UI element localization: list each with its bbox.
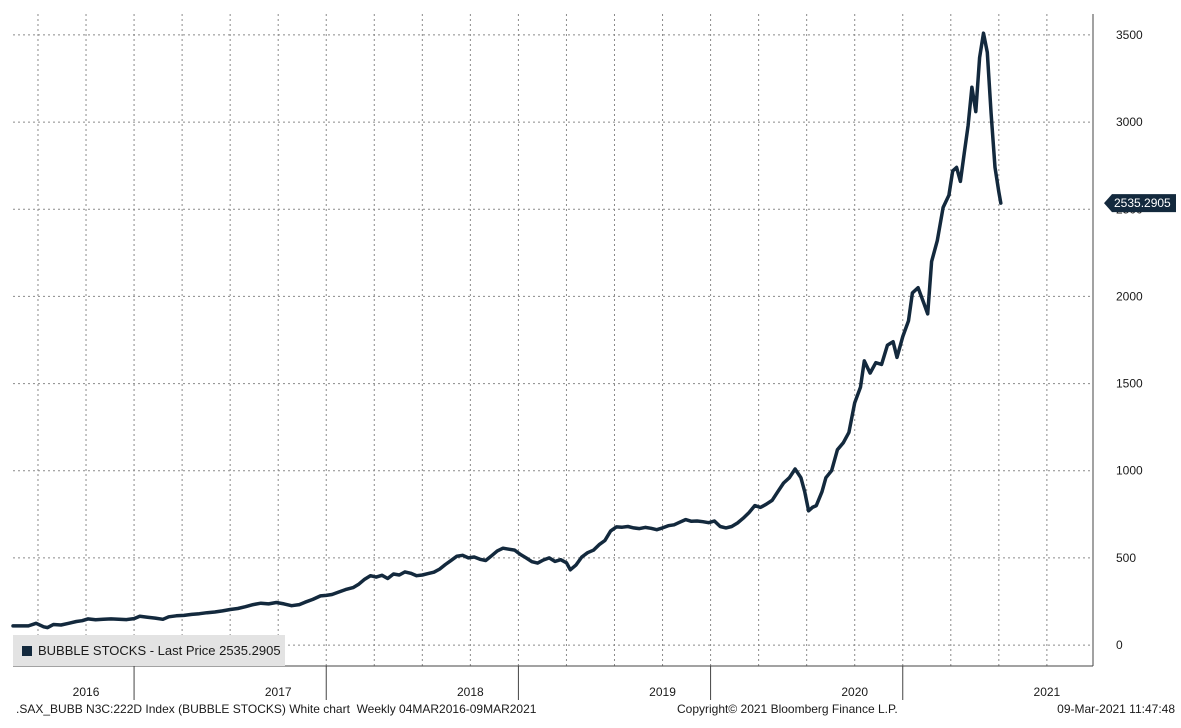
legend-swatch bbox=[22, 645, 32, 656]
footer-ticker-info: .SAX_BUBB N3C:222D Index (BUBBLE STOCKS)… bbox=[16, 702, 537, 716]
y-tick-label: 3500 bbox=[1116, 28, 1143, 42]
chart-grid bbox=[13, 14, 1093, 666]
x-tick-label: 2020 bbox=[841, 685, 868, 699]
y-tick-label: 0 bbox=[1116, 638, 1123, 652]
last-price-tag: 2535.2905 bbox=[1104, 194, 1176, 213]
footer-copyright: Copyright© 2021 Bloomberg Finance L.P. bbox=[677, 702, 898, 716]
x-axis: 2016 2017 2018 2019 2020 2021 bbox=[13, 14, 1094, 700]
legend: BUBBLE STOCKS - Last Price 2535.2905 bbox=[13, 635, 285, 666]
x-tick-label: 2018 bbox=[457, 685, 484, 699]
x-tick-label: 2021 bbox=[1034, 685, 1061, 699]
x-tick-label: 2017 bbox=[265, 685, 292, 699]
y-tick-label: 1000 bbox=[1116, 464, 1143, 478]
y-tick-label: 500 bbox=[1116, 551, 1136, 565]
y-tick-label: 2000 bbox=[1116, 289, 1143, 303]
y-axis: 0500100015002000250030003500 bbox=[1116, 28, 1143, 652]
footer-timestamp: 09-Mar-2021 11:47:48 bbox=[1057, 702, 1175, 716]
y-tick-label: 1500 bbox=[1116, 377, 1143, 391]
last-price-tag-shape bbox=[1104, 194, 1176, 213]
legend-label: BUBBLE STOCKS - Last Price 2535.2905 bbox=[38, 643, 281, 658]
series-line-bubble-stocks bbox=[11, 31, 1003, 630]
x-tick-label: 2019 bbox=[649, 685, 676, 699]
last-price-tag-text: 2535.2905 bbox=[1114, 196, 1171, 210]
y-tick-label: 3000 bbox=[1116, 115, 1143, 129]
x-tick-label: 2016 bbox=[73, 685, 100, 699]
